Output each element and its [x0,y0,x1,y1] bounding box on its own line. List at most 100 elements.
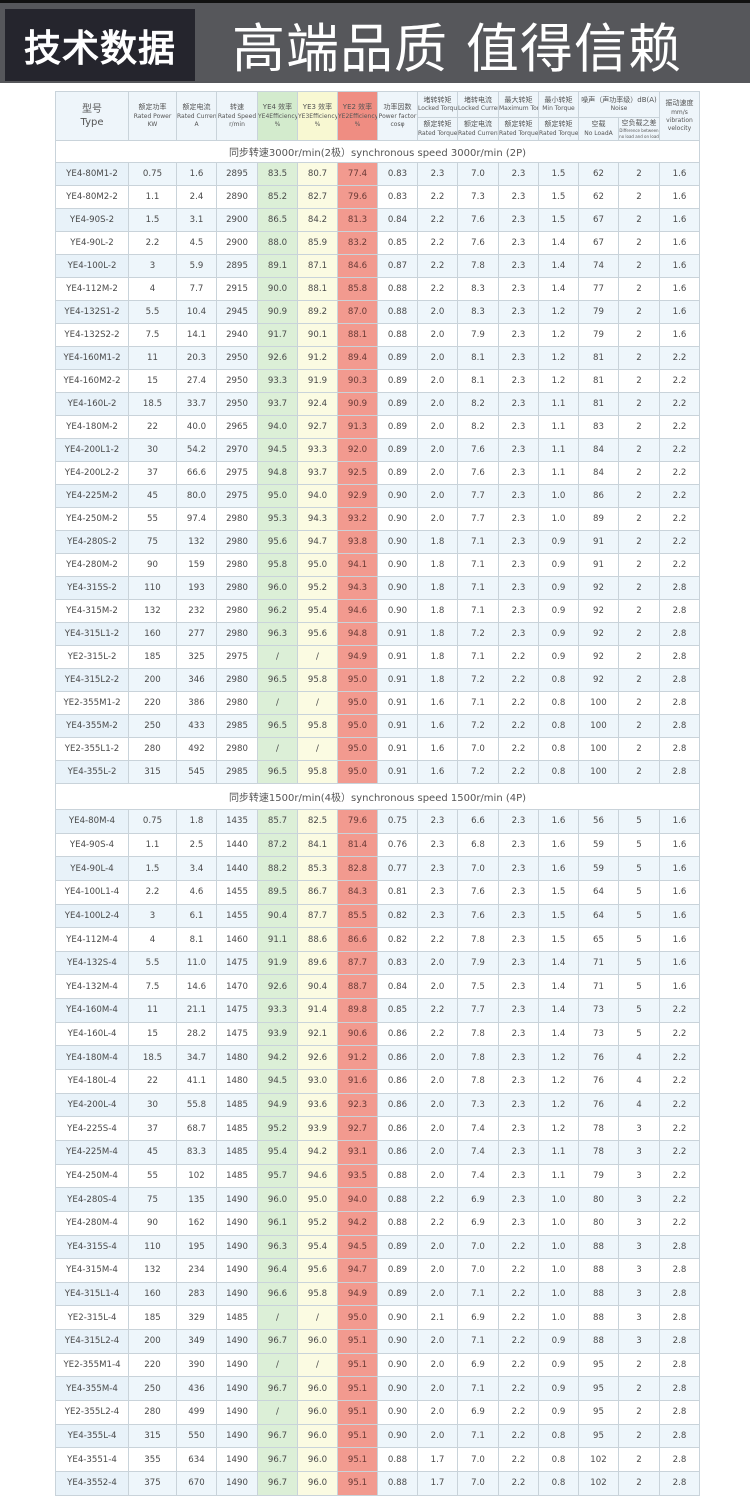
table-cell: 75 [128,1187,177,1212]
table-cell: 2.3 [417,903,458,929]
table-cell: 5 [618,927,660,952]
table-cell: 0.91 [377,645,418,669]
table-cell: 0.9 [538,530,579,554]
table-cell: 0.89 [377,461,418,485]
table-cell: 2.2 [498,1470,539,1496]
table-cell: 1.7 [417,1447,458,1472]
table-cell: 2.8 [659,691,700,715]
table-row: YE4-315L1-2 160 277 2980 96.3 95.6 94.8 0.91 1.8… [55,622,700,646]
header-speed: 转速 Rated Speed r/min [216,91,258,141]
table-cell: 95.6 [257,530,298,554]
table-cell: 7.1 [457,1423,499,1449]
table-cell: 89.8 [337,998,378,1023]
table-cell: 2.8 [659,760,700,784]
table-cell: 2.2 [498,691,539,715]
table-cell: 5.5 [128,950,177,976]
table-row: YE4-100L1-4 2.2 4.6 1455 89.5 86.7 84.3 0.81 2.3… [55,879,700,905]
table-body: 同步转速3000r/min(2极）synchronous speed 3000r… [55,140,700,1496]
table-cell: 0.91 [377,737,418,761]
table-cell: 2.2 [128,879,177,905]
table-cell: 2.2 [417,231,458,255]
table-cell: 2.3 [498,1139,539,1165]
table-cell: 0.8 [538,714,579,738]
table-cell: 100 [578,691,619,715]
table-cell: 0.9 [538,622,579,646]
table-row: YE4-112M-4 4 8.1 1460 91.1 88.6 86.6 0.82 2.2 7.8… [55,927,700,952]
table-cell: 89.2 [297,300,338,324]
table-cell: 2.0 [417,346,458,370]
table-cell: 2.2 [659,1045,700,1071]
table-cell: 10.4 [176,300,217,324]
table-cell: 91 [578,530,619,554]
table-cell: 79.6 [337,185,378,209]
table-cell: 1.2 [538,369,579,393]
table-row: YE4-80M-4 0.75 1.8 1435 85.7 82.5 79.6 0.75 2.3 6… [55,809,700,834]
table-cell: 96.7 [257,1447,298,1472]
table-cell: 90.9 [337,392,378,416]
table-cell: 159 [176,553,217,577]
header-power-factor: 功率因数 Power factor cosφ [377,91,418,141]
table-cell: 1.5 [538,162,579,186]
table-cell: 1490 [216,1423,258,1449]
model-cell: YE4-132S2-2 [55,323,129,347]
table-cell: 2 [618,185,660,209]
table-cell: 250 [128,1376,177,1402]
table-cell: 5 [618,809,660,834]
table-cell: 2.2 [417,277,458,301]
table-cell: 2980 [216,553,258,577]
banner-badge: 技术数据 [5,9,195,81]
table-cell: 93.6 [297,1092,338,1118]
table-cell: 68.7 [176,1116,217,1141]
table-cell: 8.2 [457,415,499,439]
table-cell: 94.9 [257,1092,298,1118]
table-cell: 2 [618,277,660,301]
table-cell: 1.5 [538,927,579,952]
table-cell: 545 [176,760,217,784]
table-cell: 0.88 [377,300,418,324]
table-cell: 0.85 [377,998,418,1023]
table-cell: 1.0 [538,1305,579,1331]
table-cell: 5 [618,832,660,858]
table-cell: 110 [128,1234,177,1260]
table-row: YE4-3551-4 355 634 1490 96.7 96.0 95.1 0.88 1.7 7… [55,1447,700,1472]
table-cell: 2.3 [498,1092,539,1118]
table-cell: 94.9 [337,645,378,669]
table-cell: 5 [618,903,660,929]
table-cell: 92.7 [297,415,338,439]
table-cell: 1.6 [659,277,700,301]
table-cell: 88 [578,1305,619,1331]
model-cell: YE4-280S-4 [55,1187,129,1212]
table-cell: 1.5 [538,185,579,209]
table-cell: 2.0 [417,1045,458,1071]
table-cell: 634 [176,1447,217,1472]
table-cell: 14.1 [176,323,217,347]
table-cell: 185 [128,1305,177,1331]
table-cell: 95.1 [337,1423,378,1449]
model-cell: YE4-200L2-2 [55,461,129,485]
table-cell: 2.2 [417,1187,458,1212]
table-cell: 94.9 [337,1281,378,1307]
table-cell: 2.2 [659,1116,700,1141]
table-cell: 95.3 [257,507,298,531]
table-cell: 89.6 [297,950,338,976]
table-cell: 7.8 [457,254,499,278]
table-cell: 1490 [216,1376,258,1402]
table-cell: 132 [176,530,217,554]
table-cell: 2 [618,622,660,646]
table-cell: 2.8 [659,1470,700,1496]
table-cell: 3 [618,1305,660,1331]
banner-slogan: 高端品质 值得信赖 [232,19,682,80]
table-cell: 77 [578,277,619,301]
table-cell: 7.0 [457,737,499,761]
table-cell: 2.2 [417,208,458,232]
table-cell: 91.9 [297,369,338,393]
table-cell: 94.3 [297,507,338,531]
table-cell: 96.7 [257,1423,298,1449]
table-cell: 92.7 [337,1116,378,1141]
table-cell: 7.1 [457,530,499,554]
table-cell: 91.2 [337,1045,378,1071]
table-cell: 87.1 [297,254,338,278]
table-cell: 2970 [216,438,258,462]
table-row: YE4-280M-2 90 159 2980 95.8 95.0 94.1 0.90 1.8 7.… [55,553,700,577]
table-cell: 1490 [216,1281,258,1307]
